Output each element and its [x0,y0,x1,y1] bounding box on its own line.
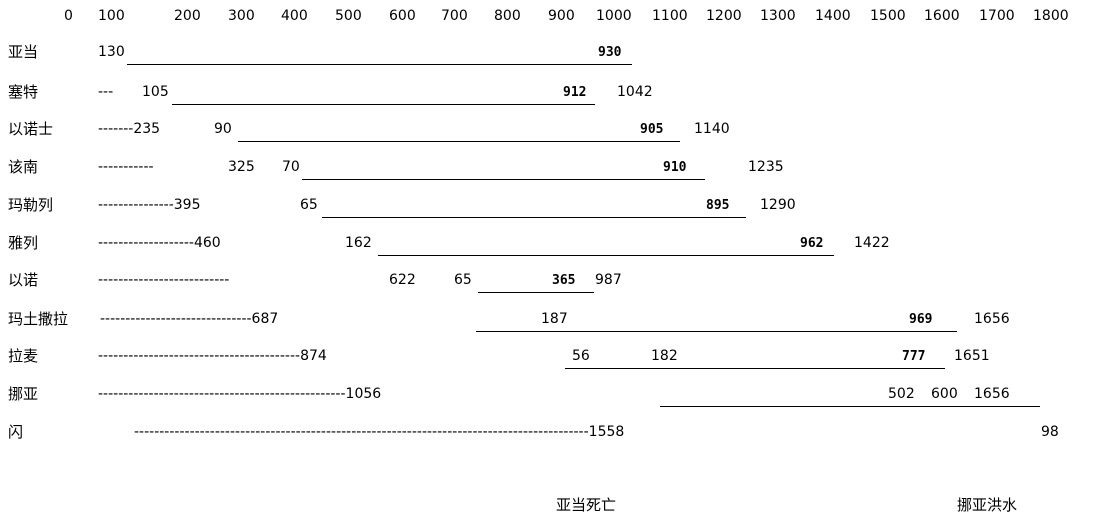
scale-tick: 0 [64,8,73,24]
death-age: 905 [640,122,664,137]
birth-year: 325 [228,159,255,175]
row-name: 拉麦 [8,347,39,365]
row-name: 雅列 [8,234,39,252]
birth-year: 622 [389,272,416,288]
scale-tick: 900 [548,8,575,24]
lifespan-line [127,64,632,65]
scale-tick: 1700 [979,8,1015,24]
pre-line: ----------------------------------------… [134,424,625,440]
lifespan-line [172,104,595,105]
death-age: 912 [563,85,587,100]
pre-line: ----------------------------------------… [98,348,327,364]
birth-age: 70 [282,159,300,175]
flood-year: 1656 [974,386,1010,402]
birth-age: 90 [214,121,232,137]
row-name: 该南 [8,158,39,176]
flood-year-span: 600 [931,386,958,402]
death-year: 1042 [617,84,653,100]
pre-line: -------------------460 [98,235,221,251]
birth-age: 65 [454,272,472,288]
lifespan-line [302,179,705,180]
span-years: 182 [651,348,678,364]
death-age: 777 [902,349,926,364]
event-adam-death: 亚当死亡 [556,496,617,514]
pre-line: -------235 [98,121,161,137]
death-age: 910 [663,160,687,175]
scale-tick: 1100 [652,8,688,24]
death-age: 930 [598,45,622,60]
death-age: 969 [909,312,933,327]
event-noah-flood: 挪亚洪水 [957,496,1018,514]
scale-tick: 1000 [596,8,632,24]
death-year: 1651 [954,348,990,364]
row-name: 玛土撒拉 [8,310,69,328]
birth-age: 187 [541,311,568,327]
lifespan-line [660,406,1040,407]
scale-tick: 700 [441,8,468,24]
scale-tick: 400 [281,8,308,24]
death-year: 1235 [748,159,784,175]
birth-age: 130 [98,44,125,60]
birth-age: 105 [142,84,169,100]
scale-tick: 1200 [706,8,742,24]
death-year: 987 [595,272,622,288]
row-name: 挪亚 [8,385,39,403]
lifespan-line [238,141,680,142]
scale-tick: 1600 [924,8,960,24]
death-year: 1290 [760,197,796,213]
death-year: 1656 [974,311,1010,327]
flood-age: 502 [888,386,915,402]
pre-line: -------------------------- [98,272,230,288]
death-year: 1140 [694,121,730,137]
death-age: 365 [552,273,576,288]
row-name: 塞特 [8,83,39,101]
row-name: 亚当 [8,43,39,61]
scale-tick: 1800 [1033,8,1069,24]
scale-tick: 500 [335,8,362,24]
lifespan-line [476,331,957,332]
pre-line: ----------- [98,159,154,175]
death-year: 1422 [854,235,890,251]
lifespan-line [565,368,945,369]
scale-tick: 600 [389,8,416,24]
row-name: 以诺士 [8,120,54,138]
scale-tick: 300 [228,8,255,24]
lifespan-line [378,255,834,256]
scale-tick: 1500 [870,8,906,24]
birth-age: 65 [300,197,318,213]
death-age: 895 [706,198,730,213]
lifespan-line [322,217,746,218]
pre-line: ----------------------------------------… [98,386,382,402]
scale-tick: 1300 [760,8,796,24]
birth-age: 98 [1041,424,1059,440]
scale-tick: 200 [174,8,201,24]
pre-line: ---------------395 [98,197,201,213]
row-name: 玛勒列 [8,196,54,214]
pre-line: --- [98,84,114,100]
pre-line: ------------------------------687 [100,311,279,327]
scale-tick: 1400 [815,8,851,24]
birth-age: 162 [345,235,372,251]
scale-tick: 100 [98,8,125,24]
death-age: 962 [800,236,824,251]
birth-age: 56 [572,348,590,364]
row-name: 闪 [8,423,24,441]
scale-tick: 800 [494,8,521,24]
lifespan-line [478,292,594,293]
row-name: 以诺 [8,271,39,289]
